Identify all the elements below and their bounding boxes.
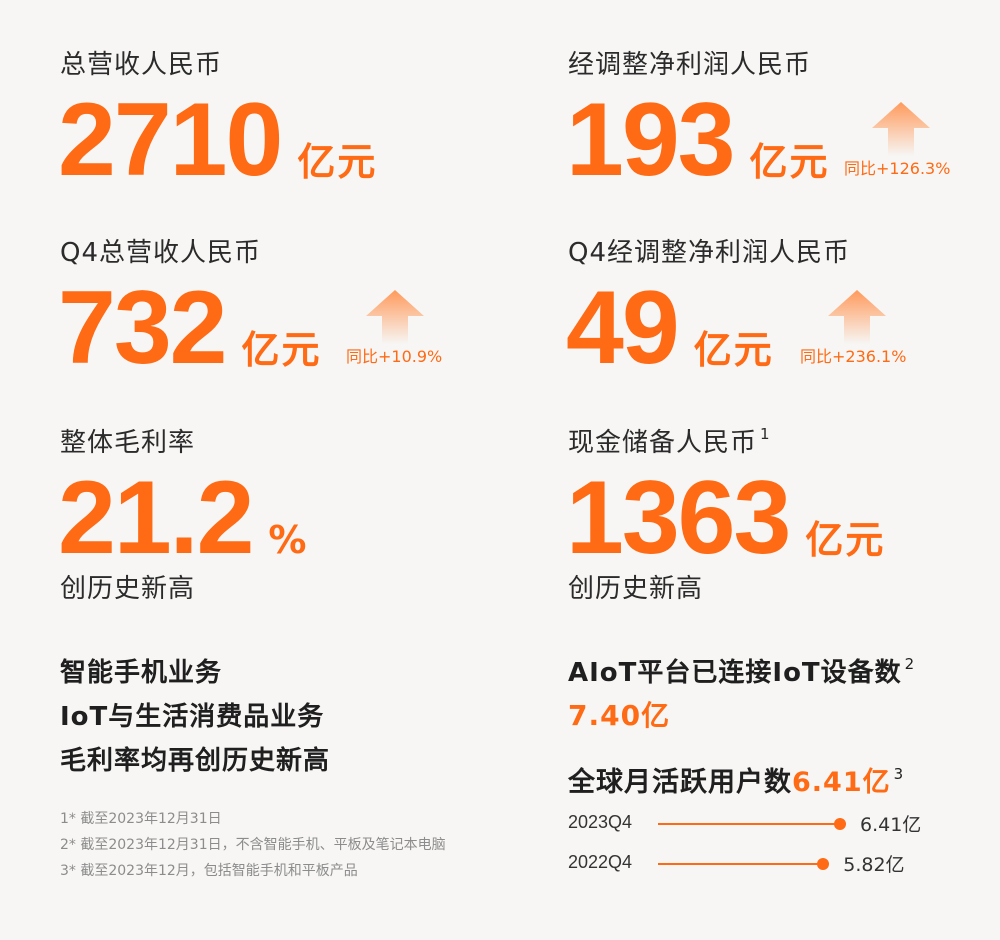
cash-note: 创历史新高 xyxy=(568,574,704,604)
aiot-label: AIoT平台已连接IoT设备数 2 xyxy=(568,652,915,689)
q4-net-profit-yoy: 同比+236.1% xyxy=(800,347,907,366)
q4-net-profit-value: 49 xyxy=(566,270,680,386)
mau-bar-period: 2023Q4 xyxy=(568,812,633,832)
aiot-label-text: AIoT平台已连接IoT设备数 xyxy=(568,658,902,688)
net-profit-unit: 亿元 xyxy=(749,140,830,184)
mau-bar-period: 2022Q4 xyxy=(568,852,633,872)
mau-bar-dot xyxy=(834,818,846,830)
q4-revenue-unit: 亿元 xyxy=(241,328,322,372)
up-arrow-icon xyxy=(828,290,886,344)
q4-net-profit-figure: 49 亿元 xyxy=(566,276,774,380)
revenue-value: 2710 xyxy=(58,82,283,198)
cash-unit: 亿元 xyxy=(805,518,886,562)
business-line-1: 智能手机业务 xyxy=(60,658,223,688)
gross-margin-unit: % xyxy=(268,518,309,562)
q4-revenue-value: 732 xyxy=(58,270,228,386)
business-line-3: 毛利率均再创历史新高 xyxy=(60,746,331,776)
net-profit-figure: 193 亿元 xyxy=(566,88,830,192)
mau-bar-value: 6.41亿 xyxy=(860,814,922,836)
mau-bar-value: 5.82亿 xyxy=(843,854,905,876)
footnote-1: 1* 截至2023年12月31日 xyxy=(60,811,222,827)
footnote-3: 3* 截至2023年12月，包括智能手机和平板产品 xyxy=(60,863,358,879)
up-arrow-icon xyxy=(872,102,930,156)
mau-bar-line xyxy=(658,863,824,865)
cash-figure: 1363 亿元 xyxy=(566,466,885,570)
mau-value: 6.41亿 xyxy=(792,767,891,798)
mau-label: 全球月活跃用户数6.41亿 3 xyxy=(568,760,904,799)
gross-margin-note: 创历史新高 xyxy=(60,574,196,604)
aiot-footnote-ref: 2 xyxy=(904,655,916,673)
mau-bar-dot xyxy=(817,858,830,870)
net-profit-value: 193 xyxy=(566,82,736,198)
gross-margin-value: 21.2 xyxy=(58,460,254,576)
q4-net-profit-unit: 亿元 xyxy=(693,328,774,372)
business-line-2: IoT与生活消费品业务 xyxy=(60,702,325,732)
net-profit-yoy: 同比+126.3% xyxy=(844,159,951,178)
mau-footnote-ref: 3 xyxy=(893,765,905,783)
cash-label: 现金储备人民币 1 xyxy=(568,422,771,459)
footnote-2: 2* 截至2023年12月31日，不含智能手机、平板及笔记本电脑 xyxy=(60,837,446,853)
revenue-unit: 亿元 xyxy=(297,140,378,184)
mau-label-text: 全球月活跃用户数 xyxy=(568,767,792,798)
aiot-value: 7.40亿 xyxy=(568,699,671,732)
revenue-label: 总营收人民币 xyxy=(60,50,223,80)
up-arrow-icon xyxy=(366,290,424,344)
mau-bar-line xyxy=(658,823,840,825)
gross-margin-figure: 21.2% xyxy=(58,466,309,570)
cash-footnote-ref: 1 xyxy=(760,425,771,443)
gross-margin-label: 整体毛利率 xyxy=(60,428,196,458)
net-profit-label: 经调整净利润人民币 xyxy=(568,50,812,80)
cash-label-text: 现金储备人民币 xyxy=(568,428,758,458)
q4-net-profit-label: Q4经调整净利润人民币 xyxy=(568,238,851,268)
revenue-figure: 2710 亿元 xyxy=(58,88,377,192)
cash-value: 1363 xyxy=(566,460,791,576)
q4-revenue-yoy: 同比+10.9% xyxy=(346,347,443,366)
q4-revenue-figure: 732 亿元 xyxy=(58,276,322,380)
q4-revenue-label: Q4总营收人民币 xyxy=(60,238,262,268)
